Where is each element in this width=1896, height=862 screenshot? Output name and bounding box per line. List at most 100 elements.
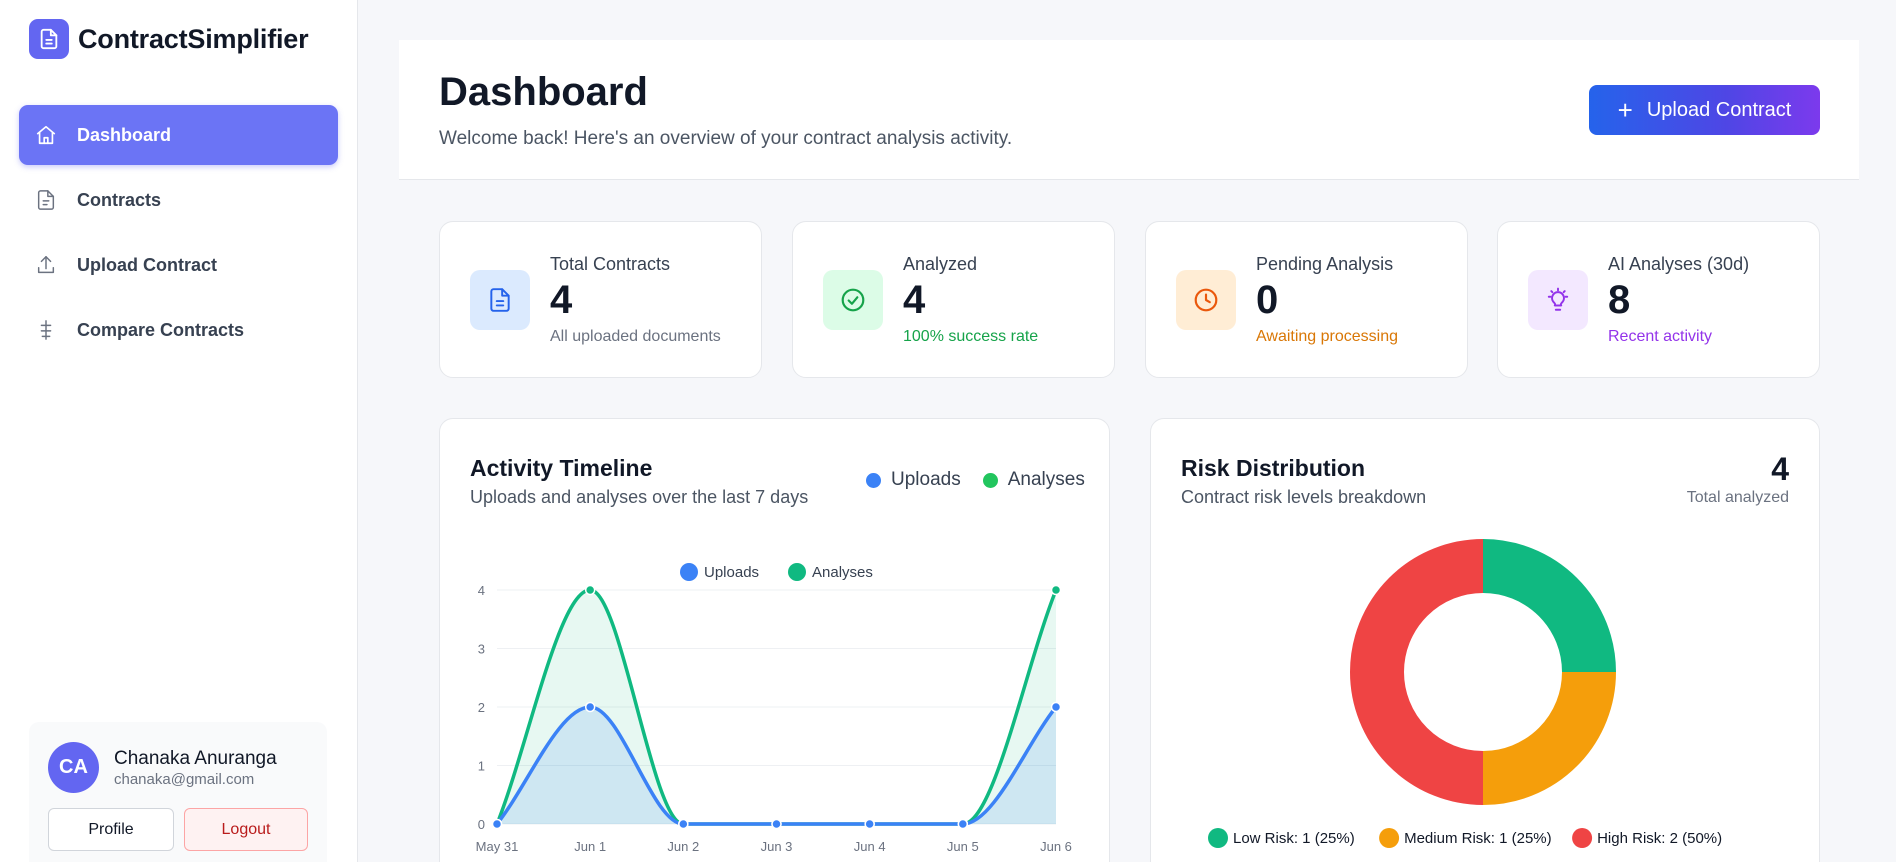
stat-card-analyzed: Analyzed 4 100% success rate — [792, 221, 1115, 378]
activity-subtitle: Uploads and analyses over the last 7 day… — [470, 487, 809, 507]
profile-button[interactable]: Profile — [48, 808, 174, 851]
legend-label-risk-0: Low Risk: 1 (25%) — [1233, 830, 1355, 847]
x-tick-label: Jun 2 — [667, 839, 699, 854]
stat-label: AI Analyses (30d) — [1608, 254, 1750, 274]
brand[interactable]: ContractSimplifier — [29, 19, 309, 59]
x-tick-label: Jun 6 — [1040, 839, 1072, 854]
risk-donut-chart: Low Risk: 1 (25%) Medium Risk: 1 (25%) Hig… — [1208, 539, 1722, 848]
stat-note: Awaiting processing — [1256, 328, 1399, 345]
donut-legend: Low Risk: 1 (25%) Medium Risk: 1 (25%) Hig… — [1208, 828, 1722, 848]
y-tick-label: 0 — [478, 817, 485, 832]
y-tick-label: 3 — [478, 642, 485, 657]
upload-icon — [34, 253, 58, 277]
stat-label: Analyzed — [903, 254, 978, 274]
user-card: CA Chanaka Anuranga chanaka@gmail.com Pr… — [29, 722, 327, 862]
page-header: Dashboard Welcome back! Here's an overvi… — [399, 40, 1859, 180]
stat-card-total-contracts: Total Contracts 4 All uploaded documents — [439, 221, 762, 378]
activity-title: Activity Timeline — [470, 455, 653, 481]
legend-label-analyses: Analyses — [1007, 469, 1085, 490]
data-point-analyses — [584, 584, 596, 596]
activity-legend: Uploads Analyses — [866, 469, 1085, 491]
stat-card-pending-analysis: Pending Analysis 0 Awaiting processing — [1145, 221, 1468, 378]
y-tick-label: 1 — [478, 759, 485, 774]
legend-dot-risk-1 — [1379, 828, 1400, 848]
legend-label-risk-2: High Risk: 2 (50%) — [1597, 830, 1722, 847]
risk-total-label: Total analyzed — [1686, 489, 1789, 506]
stat-label: Total Contracts — [550, 254, 671, 274]
data-point-analyses — [1050, 584, 1062, 596]
legend-dot-analyses — [788, 563, 806, 581]
x-tick-label: Jun 1 — [574, 839, 606, 854]
check-circle-icon — [823, 270, 883, 330]
sidebar-item-label: Contracts — [77, 189, 162, 210]
upload-contract-button[interactable]: + Upload Contract — [1589, 85, 1820, 135]
legend-dot-uploads — [680, 563, 698, 581]
sidebar-item-contracts[interactable]: Contracts — [19, 170, 338, 230]
sidebar-item-label: Dashboard — [77, 124, 172, 145]
legend-dot-risk-0 — [1208, 828, 1228, 848]
data-point-uploads — [864, 818, 875, 830]
data-point-uploads — [678, 818, 689, 830]
stat-value: 4 — [903, 278, 926, 322]
data-point-uploads — [584, 701, 596, 713]
stat-value: 8 — [1608, 278, 1631, 322]
clock-icon — [1176, 270, 1236, 330]
y-tick-label: 4 — [478, 583, 485, 598]
risk-total-value: 4 — [1771, 451, 1789, 487]
legend-label-analyses: Analyses — [812, 564, 873, 581]
x-tick-label: Jun 4 — [854, 839, 886, 854]
donut-slice-0 — [1482, 539, 1616, 673]
legend-dot-risk-2 — [1572, 828, 1593, 848]
data-point-uploads — [491, 818, 503, 830]
user-name: Chanaka Anuranga — [114, 748, 277, 769]
donut-slice-1 — [1482, 671, 1616, 805]
user-email: chanaka@gmail.com — [114, 771, 255, 788]
risk-title: Risk Distribution — [1181, 455, 1366, 481]
y-tick-label: 2 — [478, 700, 485, 715]
sidebar-item-upload-contract[interactable]: Upload Contract — [19, 235, 338, 295]
home-icon — [34, 123, 58, 147]
avatar[interactable]: CA — [48, 742, 99, 793]
activity-timeline-panel: Activity Timeline Uploads and analyses o… — [439, 418, 1110, 862]
donut-slice-2 — [1350, 539, 1484, 805]
lightbulb-icon — [1528, 270, 1588, 330]
document-icon — [29, 19, 69, 59]
sidebar-item-dashboard[interactable]: Dashboard — [19, 105, 338, 165]
legend-label-uploads: Uploads — [891, 469, 961, 490]
sidebar-item-label: Upload Contract — [77, 254, 218, 275]
stat-label: Pending Analysis — [1256, 254, 1394, 274]
legend-label-uploads: Uploads — [704, 564, 759, 581]
sidebar: ContractSimplifier Dashboard Contracts U… — [0, 0, 358, 862]
activity-chart: Uploads Analyses 0 1 2 3 4 May 31 Jun 1 Jun 2 Jun … — [476, 563, 1072, 854]
stat-note: Recent activity — [1608, 328, 1713, 345]
legend-dot-uploads — [866, 472, 881, 488]
sidebar-item-label: Compare Contracts — [77, 319, 245, 340]
upload-contract-label: Upload Contract — [1646, 98, 1792, 121]
series-area-uploads — [497, 707, 1056, 824]
document-icon — [34, 188, 58, 212]
risk-distribution-panel: Risk Distribution Contract risk levels b… — [1150, 418, 1820, 862]
chart-inner-legend: Uploads Analyses — [680, 563, 873, 581]
x-tick-label: Jun 5 — [947, 839, 979, 854]
data-point-uploads — [957, 818, 969, 830]
document-icon — [470, 270, 530, 330]
data-point-uploads — [1050, 701, 1062, 713]
logout-button[interactable]: Logout — [184, 808, 308, 851]
sidebar-nav: Dashboard Contracts Upload Contract Comp… — [19, 105, 338, 365]
page-subtitle: Welcome back! Here's an overview of your… — [439, 128, 1013, 149]
stat-note: All uploaded documents — [550, 328, 721, 345]
sidebar-item-compare-contracts[interactable]: Compare Contracts — [19, 300, 338, 360]
risk-subtitle: Contract risk levels breakdown — [1181, 487, 1427, 507]
x-tick-label: May 31 — [476, 839, 519, 854]
plus-icon: + — [1617, 95, 1633, 125]
compare-icon — [34, 318, 58, 342]
stat-card-ai-analyses: AI Analyses (30d) 8 Recent activity — [1497, 221, 1820, 378]
stat-value: 0 — [1256, 278, 1279, 322]
stat-note: 100% success rate — [903, 328, 1039, 345]
page-title: Dashboard — [439, 70, 648, 114]
app-name: ContractSimplifier — [78, 23, 309, 54]
legend-label-risk-1: Medium Risk: 1 (25%) — [1404, 830, 1552, 847]
legend-dot-analyses — [982, 472, 998, 488]
stat-value: 4 — [550, 278, 573, 322]
x-tick-label: Jun 3 — [761, 839, 793, 854]
